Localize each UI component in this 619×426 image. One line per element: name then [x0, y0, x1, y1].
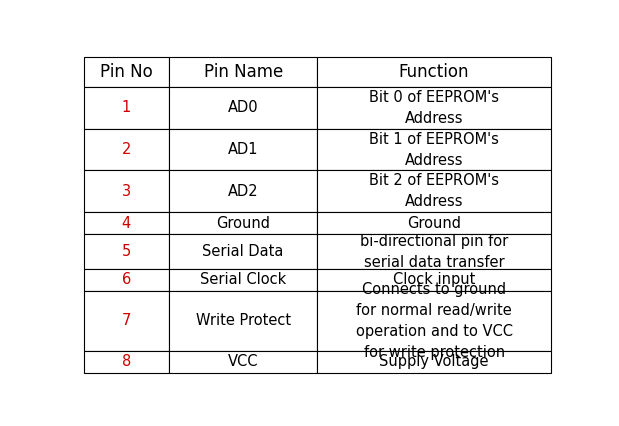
Text: Pin Name: Pin Name: [204, 63, 283, 81]
Bar: [318, 87, 551, 129]
Text: 2: 2: [122, 142, 131, 157]
Bar: [318, 269, 551, 291]
Text: 4: 4: [122, 216, 131, 231]
Text: Serial Data: Serial Data: [202, 244, 284, 259]
Bar: [318, 57, 551, 87]
Bar: [318, 291, 551, 351]
Bar: [169, 57, 318, 87]
Bar: [84, 129, 169, 170]
Text: VCC: VCC: [228, 354, 258, 369]
Text: AD0: AD0: [228, 101, 259, 115]
Bar: [318, 234, 551, 269]
Text: Connects to ground
for normal read/write
operation and to VCC
for write protecti: Connects to ground for normal read/write…: [355, 282, 513, 360]
Bar: [169, 269, 318, 291]
Text: Bit 0 of EEPROM's
Address: Bit 0 of EEPROM's Address: [369, 90, 499, 126]
Text: Ground: Ground: [216, 216, 270, 231]
Text: Serial Clock: Serial Clock: [200, 272, 287, 288]
Text: Bit 1 of EEPROM's
Address: Bit 1 of EEPROM's Address: [369, 132, 499, 167]
Bar: [169, 291, 318, 351]
Bar: [84, 234, 169, 269]
Text: AD2: AD2: [228, 184, 259, 199]
Text: 3: 3: [122, 184, 131, 199]
Bar: [84, 87, 169, 129]
Text: Function: Function: [399, 63, 469, 81]
Text: Bit 2 of EEPROM's
Address: Bit 2 of EEPROM's Address: [369, 173, 499, 209]
Bar: [318, 170, 551, 212]
Bar: [318, 351, 551, 373]
Bar: [169, 170, 318, 212]
Text: 1: 1: [122, 101, 131, 115]
Bar: [169, 212, 318, 234]
Text: Pin No: Pin No: [100, 63, 153, 81]
Bar: [169, 87, 318, 129]
Text: bi-directional pin for
serial data transfer: bi-directional pin for serial data trans…: [360, 233, 508, 270]
Bar: [169, 234, 318, 269]
Bar: [318, 212, 551, 234]
Text: 7: 7: [122, 314, 131, 328]
Bar: [84, 57, 169, 87]
Bar: [84, 351, 169, 373]
Text: Write Protect: Write Protect: [196, 314, 291, 328]
Bar: [318, 129, 551, 170]
Bar: [169, 351, 318, 373]
Text: 6: 6: [122, 272, 131, 288]
Bar: [84, 170, 169, 212]
Bar: [84, 212, 169, 234]
Text: Supply Voltage: Supply Voltage: [379, 354, 489, 369]
Text: Ground: Ground: [407, 216, 461, 231]
Text: 5: 5: [122, 244, 131, 259]
Bar: [84, 269, 169, 291]
Text: 8: 8: [122, 354, 131, 369]
Text: AD1: AD1: [228, 142, 258, 157]
Text: Clock input: Clock input: [393, 272, 475, 288]
Bar: [169, 129, 318, 170]
Bar: [84, 291, 169, 351]
